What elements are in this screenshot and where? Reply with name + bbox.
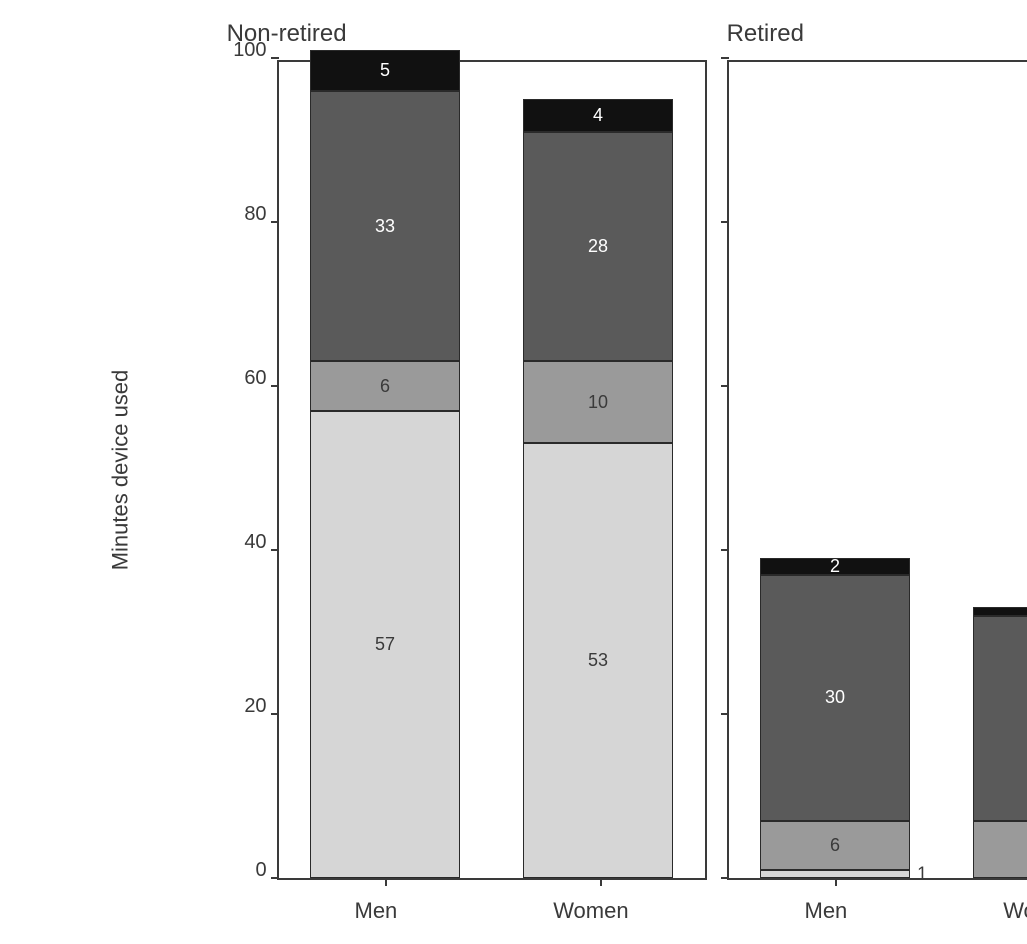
bar-segment: 6	[310, 361, 460, 410]
y-tick-mark	[271, 713, 279, 715]
bar-segment-value: 6	[380, 376, 390, 397]
x-tick-mark	[835, 878, 837, 886]
bar-segment: 5	[310, 50, 460, 91]
bar-segment: 28	[523, 132, 673, 362]
figure: Minutes device used Non-retired 100806040…	[20, 20, 1007, 924]
bar-segment: 6	[760, 821, 910, 870]
bar-group: 1257	[973, 607, 1027, 878]
y-tick-mark	[721, 221, 729, 223]
bar-segment-value: 53	[588, 650, 608, 671]
x-category-label: Women	[553, 898, 628, 924]
panels-row: Non-retired 100806040200 5 33 6 57 4 28 10 53 Men W…	[227, 20, 1027, 924]
x-tick-mark	[385, 878, 387, 886]
bar-segment: 10	[523, 361, 673, 443]
y-axis-label: Minutes device used	[107, 370, 133, 571]
x-labels-row: Men Women	[727, 898, 1027, 924]
plot-area: 5 33 6 57 4 28 10 53	[277, 60, 707, 880]
panel: Non-retired 100806040200 5 33 6 57 4 28 10 53 Men W…	[227, 20, 707, 924]
plot-area: 230611257	[727, 60, 1027, 880]
y-axis-label-wrap: Minutes device used	[20, 20, 221, 880]
bar-group: 5 33 6 57	[310, 50, 460, 878]
bar-segment-value: 33	[375, 216, 395, 237]
bar-segment: 53	[523, 443, 673, 878]
panel-title: Non-retired	[227, 20, 707, 50]
y-tick-mark	[721, 385, 729, 387]
bar-segment: 25	[973, 616, 1027, 821]
y-tick-mark	[721, 549, 729, 551]
bar-segment: 57	[310, 411, 460, 878]
bar-segment-value: 10	[588, 392, 608, 413]
bar-segment: 30	[760, 575, 910, 821]
bar-segment: 33	[310, 91, 460, 362]
x-tick-mark	[600, 878, 602, 886]
y-tick-mark	[271, 549, 279, 551]
bar-segment-value: 4	[593, 105, 603, 126]
panel: Retired100806040200230611257MenWomen	[727, 20, 1027, 924]
y-tick-mark	[721, 57, 729, 59]
bars-row: 230611257	[729, 62, 1027, 878]
bar-segment-value: 6	[830, 835, 840, 856]
bar-segment: 1	[973, 607, 1027, 615]
y-tick-mark	[721, 713, 729, 715]
x-labels-row: Men Women	[277, 898, 707, 924]
y-tick-labels: 100806040200	[227, 60, 277, 880]
bar-segment: 4	[523, 99, 673, 132]
y-tick-mark	[271, 221, 279, 223]
panel-title: Retired	[727, 20, 1027, 50]
bar-group: 4 28 10 53	[523, 99, 673, 878]
y-tick-mark	[271, 877, 279, 879]
bar-segment-value: 30	[825, 687, 845, 708]
bar-segment: 7	[973, 821, 1027, 878]
y-tick-mark	[271, 57, 279, 59]
bar-group: 2 30 6 1	[760, 558, 910, 878]
bar-segment-value: 5	[380, 60, 390, 81]
x-category-label: Men	[805, 898, 848, 924]
x-category-label: Men	[355, 898, 398, 924]
bars-row: 5 33 6 57 4 28 10 53	[279, 62, 705, 878]
bar-segment: 2	[760, 558, 910, 574]
bar-segment: 1	[760, 870, 910, 878]
x-category-label: Women	[1003, 898, 1027, 924]
y-tick-mark	[271, 385, 279, 387]
bar-segment-value: 28	[588, 236, 608, 257]
bar-segment-value: 57	[375, 634, 395, 655]
y-tick-mark	[721, 877, 729, 879]
